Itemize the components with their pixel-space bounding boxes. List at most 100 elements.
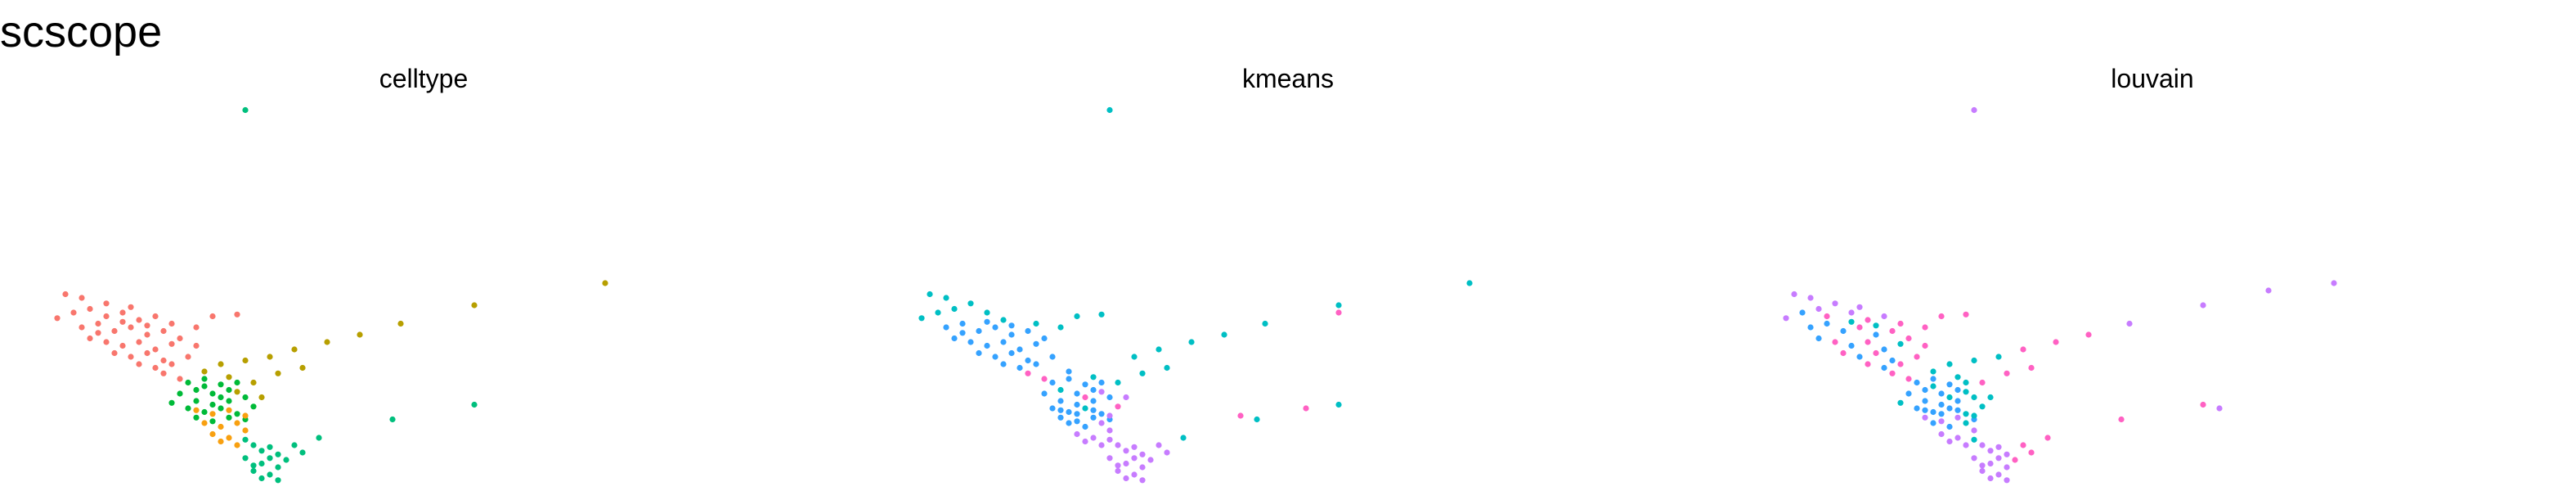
- point-kmeans-g0-20: [1115, 379, 1121, 386]
- point-celltype-g0-20: [103, 339, 110, 345]
- point-celltype-g1-14: [234, 389, 240, 395]
- point-kmeans-g3-1: [1237, 412, 1244, 419]
- point-louvain-g0-11: [2265, 287, 2272, 294]
- point-louvain-g3-13: [1971, 436, 1977, 443]
- point-kmeans-g2-22: [1131, 455, 1138, 462]
- point-kmeans-g0-23: [1180, 435, 1187, 441]
- point-kmeans-g1-13: [992, 354, 999, 360]
- point-celltype-g0-12: [79, 324, 85, 331]
- point-kmeans-g1-3: [992, 324, 999, 331]
- point-kmeans-g3-0: [1335, 309, 1342, 316]
- point-kmeans-g0-12: [1131, 354, 1138, 360]
- point-celltype-g4-1: [250, 442, 257, 448]
- point-louvain-g2-8: [1865, 361, 1871, 367]
- point-celltype-g1-10: [226, 374, 232, 381]
- point-kmeans-g1-35: [1057, 414, 1064, 421]
- point-celltype-g0-39: [119, 318, 126, 325]
- point-celltype-g1-0: [218, 361, 224, 367]
- point-louvain-g1-0: [1807, 324, 1814, 331]
- point-louvain-g2-16: [1922, 324, 1928, 331]
- point-celltype-g0-11: [168, 320, 175, 327]
- point-celltype-g0-23: [152, 346, 159, 353]
- point-louvain-g1-21: [1946, 405, 1953, 412]
- point-louvain-g1-17: [1938, 401, 1945, 408]
- point-kmeans-g1-38: [1057, 407, 1064, 413]
- point-louvain-g3-1: [1946, 361, 1953, 367]
- point-celltype-g0-15: [128, 324, 134, 331]
- point-celltype-g2-22: [218, 394, 224, 401]
- point-kmeans-g2-24: [1123, 394, 1129, 401]
- point-louvain-g0-24: [1995, 444, 2002, 450]
- point-celltype-g3-4: [201, 420, 208, 426]
- point-celltype-g2-17: [193, 414, 200, 421]
- point-celltype-g0-18: [177, 335, 183, 342]
- point-kmeans-g1-40: [1090, 407, 1097, 413]
- point-louvain-g2-12: [1938, 313, 1945, 320]
- point-kmeans-g1-15: [1025, 357, 1031, 364]
- point-louvain-g0-32: [2004, 477, 2010, 484]
- point-kmeans-g3-3: [1025, 370, 1031, 376]
- point-kmeans-g2-9: [1123, 448, 1129, 454]
- point-celltype-g0-6: [87, 305, 93, 313]
- point-kmeans-g1-1: [959, 320, 966, 327]
- point-louvain-g1-5: [1881, 346, 1887, 353]
- point-louvain-g0-18: [1954, 435, 1961, 441]
- point-kmeans-g0-7: [1000, 317, 1007, 323]
- point-kmeans-g2-1: [1098, 420, 1105, 426]
- point-celltype-g0-16: [144, 331, 150, 338]
- point-kmeans-g1-24: [1098, 379, 1105, 386]
- point-kmeans-g2-2: [1074, 430, 1080, 438]
- panel-title-celltype: celltype: [379, 64, 469, 93]
- point-celltype-g1-5: [357, 331, 363, 338]
- point-celltype-g4-0: [242, 436, 249, 443]
- point-celltype-g4-11: [299, 449, 306, 456]
- point-louvain-g2-9: [1897, 361, 1904, 367]
- point-louvain-g1-3: [1815, 335, 1822, 342]
- point-kmeans-g2-10: [1131, 444, 1138, 450]
- point-kmeans-g0-11: [1098, 311, 1105, 318]
- point-celltype-g2-0: [185, 379, 191, 386]
- point-celltype-g0-14: [111, 327, 118, 335]
- point-louvain-g2-2: [1889, 327, 1896, 335]
- point-kmeans-g2-19: [1123, 475, 1129, 482]
- point-celltype-g1-6: [397, 320, 404, 327]
- point-kmeans-g1-5: [1025, 327, 1031, 335]
- point-celltype-g1-11: [250, 379, 257, 386]
- point-louvain-g3-9: [1963, 389, 1969, 395]
- point-kmeans-g1-22: [1066, 376, 1072, 382]
- point-louvain-g0-17: [1938, 430, 1945, 438]
- point-kmeans-g3-4: [1041, 376, 1048, 382]
- point-celltype-g4-2: [258, 448, 265, 454]
- page-title: scscope: [0, 7, 163, 56]
- point-celltype-g4-6: [258, 460, 265, 467]
- point-louvain-g1-25: [1930, 420, 1936, 426]
- point-louvain-g2-21: [2085, 331, 2092, 338]
- point-kmeans-g1-2: [976, 327, 982, 335]
- point-celltype-g0-19: [87, 335, 93, 342]
- point-kmeans-g0-28: [1082, 405, 1088, 412]
- point-celltype-g0-27: [160, 357, 167, 364]
- point-louvain-g3-17: [1848, 318, 1855, 325]
- point-kmeans-g2-25: [1098, 389, 1105, 395]
- point-kmeans-g2-6: [1098, 442, 1105, 448]
- point-kmeans-g1-6: [1041, 335, 1048, 342]
- point-louvain-g1-26: [1946, 423, 1953, 430]
- point-celltype-g2-4: [193, 386, 200, 394]
- points-celltype: [54, 106, 608, 484]
- point-louvain-g3-8: [1979, 403, 1986, 410]
- point-louvain-g2-13: [1963, 311, 1969, 318]
- point-louvain-g1-6: [1856, 354, 1863, 360]
- point-louvain-g3-2: [1971, 357, 1977, 364]
- point-louvain-g0-29: [1979, 467, 1986, 475]
- point-celltype-g0-1: [79, 295, 85, 301]
- point-louvain-g3-12: [1963, 420, 1969, 426]
- point-kmeans-g1-31: [1090, 398, 1097, 404]
- point-louvain-g0-8: [2126, 320, 2133, 327]
- point-celltype-g1-3: [291, 346, 298, 353]
- point-louvain-g1-7: [1889, 357, 1896, 364]
- point-louvain-g2-14: [1889, 370, 1896, 376]
- point-kmeans-g1-7: [951, 335, 958, 342]
- point-louvain-g1-1: [1840, 327, 1847, 335]
- point-louvain-g1-10: [1930, 376, 1936, 382]
- point-louvain-g2-5: [1865, 339, 1871, 345]
